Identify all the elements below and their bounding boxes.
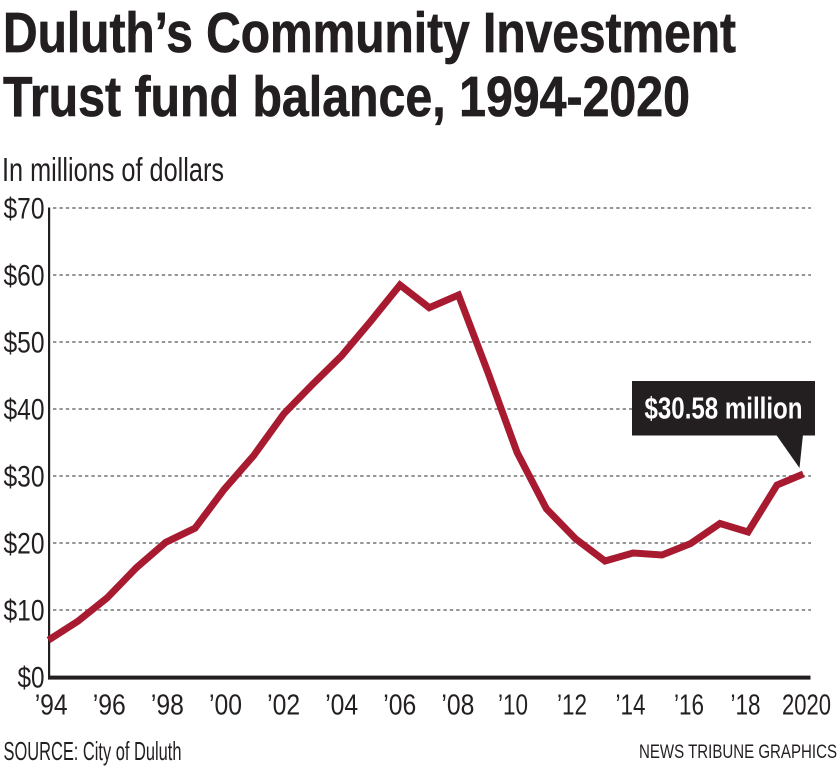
svg-text:$60: $60 (4, 260, 45, 293)
svg-text:$30.58 million: $30.58 million (645, 391, 803, 426)
svg-text:’04: ’04 (325, 690, 358, 722)
svg-text:$70: $70 (4, 193, 45, 226)
svg-text:Trust fund balance, 1994-2020: Trust fund balance, 1994-2020 (3, 65, 690, 129)
svg-text:’98: ’98 (151, 690, 184, 722)
svg-text:’18: ’18 (731, 690, 761, 722)
svg-text:’12: ’12 (557, 690, 587, 722)
svg-text:NEWS TRIBUNE GRAPHICS: NEWS TRIBUNE GRAPHICS (639, 742, 837, 763)
svg-text:$40: $40 (4, 394, 45, 427)
svg-text:’08: ’08 (441, 690, 474, 722)
svg-text:$20: $20 (4, 528, 45, 561)
svg-text:2020: 2020 (782, 690, 831, 722)
svg-text:’16: ’16 (674, 690, 704, 722)
svg-text:’14: ’14 (616, 690, 646, 722)
svg-text:$50: $50 (4, 327, 45, 360)
svg-text:’06: ’06 (383, 690, 416, 722)
svg-text:$30: $30 (4, 461, 45, 494)
svg-text:’10: ’10 (498, 690, 528, 722)
svg-text:In millions of dollars: In millions of dollars (2, 151, 224, 188)
svg-text:Duluth’s Community Investment: Duluth’s Community Investment (3, 1, 736, 65)
svg-text:’96: ’96 (93, 690, 126, 722)
svg-text:$10: $10 (4, 595, 45, 628)
svg-text:’94: ’94 (35, 690, 68, 722)
svg-text:$0: $0 (18, 661, 45, 694)
svg-text:’00: ’00 (209, 690, 242, 722)
svg-text:SOURCE: City of Duluth: SOURCE: City of Duluth (4, 736, 182, 766)
svg-text:’02: ’02 (267, 690, 300, 722)
